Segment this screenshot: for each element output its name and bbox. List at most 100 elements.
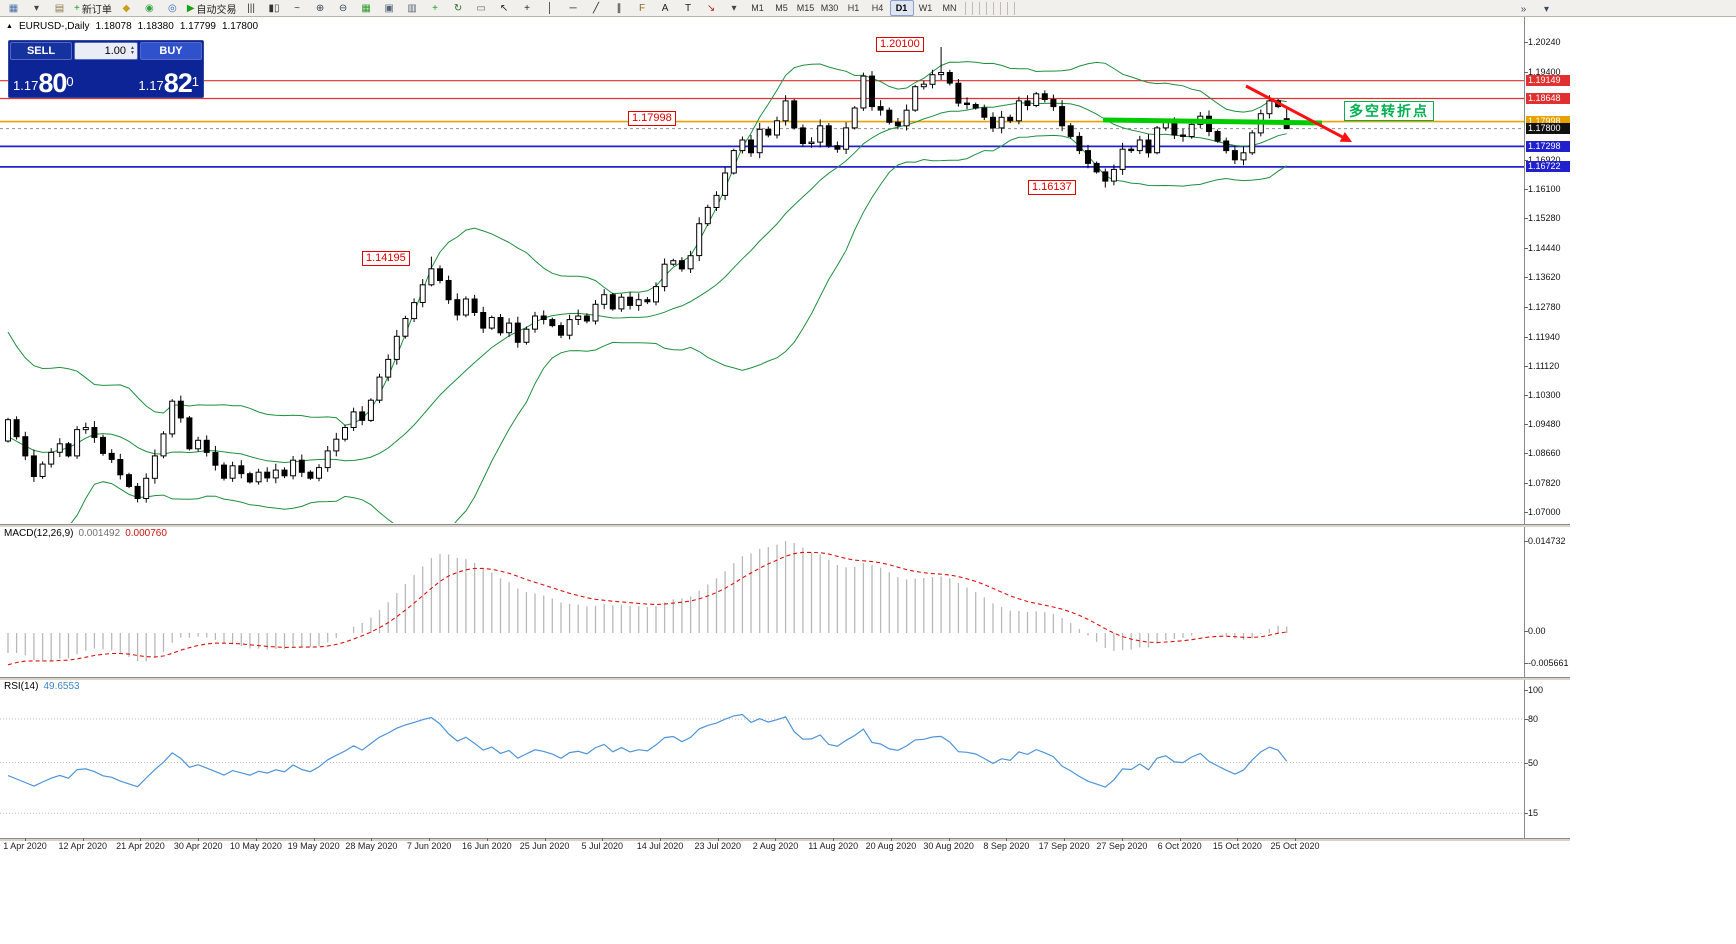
time-tick xyxy=(1006,838,1007,841)
shapes-dropdown-icon[interactable]: ▾ xyxy=(723,0,746,17)
sell-button[interactable]: SELL xyxy=(10,42,72,60)
new-chart-icon[interactable]: ▦ xyxy=(2,0,25,17)
time-tick xyxy=(949,838,950,841)
time-axis-label: 30 Aug 2020 xyxy=(923,841,974,851)
horizontal-line-icon[interactable]: ─ xyxy=(562,0,585,17)
timeframe-mn[interactable]: MN xyxy=(942,3,957,13)
timeframe-m15[interactable]: M15 xyxy=(796,3,815,13)
sell-price[interactable]: 1.17 80 0 xyxy=(13,63,74,100)
data-window-icon[interactable]: ▭ xyxy=(470,0,493,17)
price-level-tag: 1.18648 xyxy=(1526,93,1570,104)
crosshair-icon-glyph: + xyxy=(524,2,530,14)
toolbar-separator xyxy=(978,1,980,15)
lot-size-field[interactable]: 1.00 ▲ ▼ xyxy=(74,42,138,60)
vertical-line-icon[interactable]: │ xyxy=(539,0,562,17)
time-axis-label: 14 Jul 2020 xyxy=(636,841,684,851)
price-annotation[interactable]: 1.16137 xyxy=(1028,180,1076,195)
rsi-panel[interactable] xyxy=(0,713,1524,814)
signals-icon[interactable]: ◎ xyxy=(161,0,184,17)
price-tick-label: 1.19400 xyxy=(1528,66,1561,77)
time-axis-label: 17 Sep 2020 xyxy=(1038,841,1090,851)
bar-chart-icon[interactable]: ||| xyxy=(240,0,263,17)
lot-spinner[interactable]: ▲ ▼ xyxy=(128,46,137,56)
timeframe-m5[interactable]: M5 xyxy=(775,3,788,13)
refresh-icon-glyph: ↻ xyxy=(453,2,463,14)
horizontal-line-icon-glyph: ─ xyxy=(569,2,577,14)
market-icon[interactable]: ◉ xyxy=(138,0,161,17)
line-chart-icon[interactable]: ~ xyxy=(286,0,309,17)
time-tick xyxy=(775,838,776,841)
chevron-right-icon: » xyxy=(1520,4,1527,15)
chart-icon: ▲ xyxy=(6,23,13,30)
toolbar: ▦ ▾ ▤ + 新订单 ◆ ◉ ◎ ▶ 自动交易 ||| ▮▯ ~ ⊕ ⊖ ▦ ▣ ▥ + ↻ ▭ ↖ + │ ─ ╱ ∥ F A T ↘ ▾… xyxy=(0,0,1736,17)
autotrading-button[interactable]: ▶ 自动交易 xyxy=(184,0,240,17)
macd-panel[interactable] xyxy=(7,541,1288,666)
zoom-out-icon[interactable]: ⊖ xyxy=(332,0,355,17)
profiles-icon[interactable]: ▤ xyxy=(48,0,71,17)
rsi-tick xyxy=(1524,690,1528,691)
rsi-value: 49.6553 xyxy=(43,681,80,692)
crosshair-icon[interactable]: + xyxy=(516,0,539,17)
timeframe-m30[interactable]: M30 xyxy=(820,3,839,13)
add-indicator-icon-glyph: + xyxy=(432,2,438,14)
new-chart-dropdown-icon[interactable]: ▾ xyxy=(25,0,48,17)
trendline-icon[interactable]: ╱ xyxy=(585,0,608,17)
timeframe-w1[interactable]: W1 xyxy=(918,3,933,13)
equidistant-channel-icon[interactable]: ∥ xyxy=(608,0,631,17)
candlestick-chart-icon[interactable]: ▮▯ xyxy=(263,0,286,17)
time-axis-label: 12 Apr 2020 xyxy=(58,841,107,851)
price-tick-label: 1.10300 xyxy=(1528,389,1561,400)
price-tick xyxy=(1524,248,1528,249)
add-indicator-icon[interactable]: + xyxy=(424,0,447,17)
chart-symbol-period: EURUSD-,Daily xyxy=(18,21,90,32)
cascade-windows-icon-glyph: ▣ xyxy=(384,2,394,14)
experts-icon[interactable]: ◆ xyxy=(115,0,138,17)
timeframe-h1[interactable]: H1 xyxy=(847,3,860,13)
main-chart-panel[interactable] xyxy=(0,47,1524,542)
macd-splitter[interactable] xyxy=(0,524,1570,527)
time-tick xyxy=(1180,838,1181,841)
timeframe-h4[interactable]: H4 xyxy=(871,3,884,13)
spinner-down-icon[interactable]: ▼ xyxy=(130,50,135,56)
macd-main-value: 0.001492 xyxy=(78,528,121,539)
toolbar-separator xyxy=(964,1,966,15)
new-order-button[interactable]: + 新订单 xyxy=(71,0,115,17)
buy-price[interactable]: 1.17 82 1 xyxy=(138,63,199,100)
rsi-axis-label: 15 xyxy=(1528,808,1539,819)
timeframe-m1[interactable]: M1 xyxy=(751,3,764,13)
text-label-icon[interactable]: T xyxy=(677,0,700,17)
price-annotation[interactable]: 1.14195 xyxy=(362,251,410,266)
time-axis-label: 11 Aug 2020 xyxy=(808,841,859,851)
time-axis-label: 10 May 2020 xyxy=(229,841,282,851)
cascade-windows-icon[interactable]: ▣ xyxy=(378,0,401,17)
text-icon[interactable]: A xyxy=(654,0,677,17)
spinner-up-icon[interactable]: ▲ xyxy=(130,45,135,51)
refresh-icon[interactable]: ↻ xyxy=(447,0,470,17)
timeframe-d1[interactable]: D1 xyxy=(889,0,914,16)
price-annotation[interactable]: 1.17998 xyxy=(628,111,676,126)
shapes-dropdown-icon-glyph: ▾ xyxy=(731,2,737,14)
price-axis-border xyxy=(1524,17,1525,838)
toolbar-options-icon[interactable]: ▾ xyxy=(1535,1,1558,18)
fibonacci-icon[interactable]: F xyxy=(631,0,654,17)
time-axis-label: 25 Oct 2020 xyxy=(1270,841,1320,851)
rsi-splitter[interactable] xyxy=(0,677,1570,680)
rsi-axis-label: 50 xyxy=(1528,757,1539,768)
tile-windows-icon[interactable]: ▦ xyxy=(355,0,378,17)
price-tick xyxy=(1524,160,1528,161)
price-tick-label: 1.07820 xyxy=(1528,477,1561,488)
buy-button[interactable]: BUY xyxy=(140,42,202,60)
lot-size-value[interactable]: 1.00 xyxy=(104,45,126,57)
tile-vertical-icon[interactable]: ▥ xyxy=(401,0,424,17)
turning-point-note[interactable]: 多空转折点 xyxy=(1344,101,1434,121)
toolbar-overflow-icon[interactable]: » xyxy=(1512,1,1535,18)
cursor-icon[interactable]: ↖ xyxy=(493,0,516,17)
price-level-tag: 1.19149 xyxy=(1526,75,1570,87)
time-tick xyxy=(1064,838,1065,841)
zoom-in-icon[interactable]: ⊕ xyxy=(309,0,332,17)
vertical-line-icon-glyph: │ xyxy=(546,2,554,14)
arrows-icon[interactable]: ↘ xyxy=(700,0,723,17)
price-annotation[interactable]: 1.20100 xyxy=(876,37,924,52)
